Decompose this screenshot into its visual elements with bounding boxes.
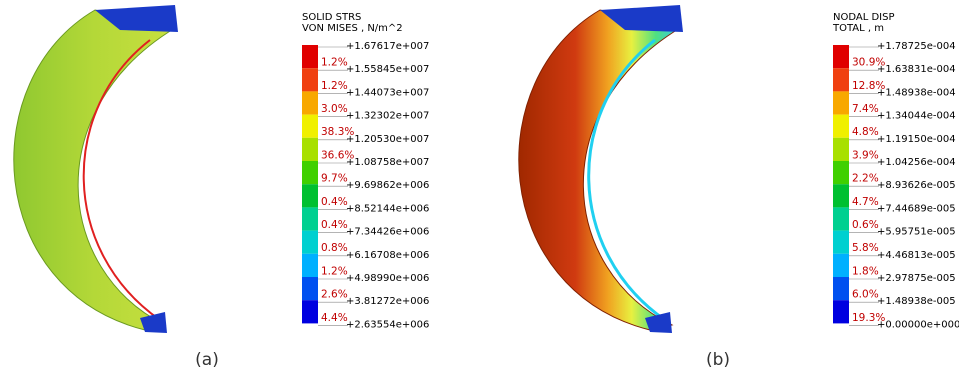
legend-swatch xyxy=(302,184,318,207)
legend-percent: 6.0% xyxy=(852,289,879,301)
legend-percent: 4.8% xyxy=(852,126,879,138)
model-a xyxy=(14,5,178,333)
legend-level: +3.81272e+006 xyxy=(346,296,429,307)
legend-level: +1.48938e-005 xyxy=(877,296,956,307)
legend-percent: 3.9% xyxy=(852,149,879,161)
legend-level: +4.46813e-005 xyxy=(877,250,956,261)
legend-percent: 5.8% xyxy=(852,242,879,254)
legend-swatch xyxy=(302,277,318,300)
legend-level: +1.67617e+007 xyxy=(346,41,429,52)
legend-level: +1.34044e-004 xyxy=(877,111,956,122)
legend-level: +5.95751e-005 xyxy=(877,227,956,238)
legend-percent: 0.4% xyxy=(321,196,348,208)
legend-title: SOLID STRS xyxy=(302,12,361,23)
legend-level: +9.69862e+006 xyxy=(346,180,429,191)
legend-swatch xyxy=(302,68,318,91)
caption: (a) xyxy=(195,350,219,370)
figure: SOLID STRSVON MISES , N/m^2 1.2% 1.2% 3.0% 3… xyxy=(0,0,959,376)
legend-level: +1.04256e-004 xyxy=(877,157,956,168)
legend-level: +7.44689e-005 xyxy=(877,203,956,214)
legend-title: NODAL DISP xyxy=(833,12,895,23)
legend-level: +1.08758e+007 xyxy=(346,157,429,168)
legend-level: +7.34426e+006 xyxy=(346,227,429,238)
legend-swatch xyxy=(302,45,318,68)
legend-level: +1.19150e-004 xyxy=(877,134,956,145)
legend-percent: 4.7% xyxy=(852,196,879,208)
legend-level: +1.48938e-004 xyxy=(877,87,956,98)
legend-level: +2.97875e-005 xyxy=(877,273,956,284)
legend-swatch xyxy=(833,231,849,254)
legend-level: +4.98990e+006 xyxy=(346,273,429,284)
legend-swatch xyxy=(833,277,849,300)
caption: (b) xyxy=(706,350,730,370)
legend-swatch xyxy=(833,184,849,207)
legend-level: +2.63554e+006 xyxy=(346,319,429,330)
legend-swatch xyxy=(833,300,849,323)
legend-level: +1.32302e+007 xyxy=(346,111,429,122)
legend-swatch xyxy=(302,254,318,277)
legend-percent: 0.4% xyxy=(321,219,348,231)
legend-swatch xyxy=(302,231,318,254)
legend-percent: 1.2% xyxy=(321,80,348,92)
legend-swatch xyxy=(302,300,318,323)
legend-level: +1.20530e+007 xyxy=(346,134,429,145)
legend-swatch xyxy=(302,115,318,138)
legend-level: +1.44073e+007 xyxy=(346,87,429,98)
legend-swatch xyxy=(833,254,849,277)
legend-swatch xyxy=(833,45,849,68)
legend-swatch xyxy=(833,91,849,114)
legend-swatch xyxy=(833,68,849,91)
legend-swatch xyxy=(302,207,318,230)
legend-percent: 1.8% xyxy=(852,265,879,277)
legend-swatch xyxy=(833,115,849,138)
legend-swatch xyxy=(302,161,318,184)
legend-title: VON MISES , N/m^2 xyxy=(302,23,403,34)
legend-swatch xyxy=(833,138,849,161)
legend-level: +1.63831e-004 xyxy=(877,64,956,75)
legend-percent: 1.2% xyxy=(321,265,348,277)
model-b xyxy=(519,5,683,333)
legend-percent: 2.6% xyxy=(321,289,348,301)
legend-level: +0.00000e+000 xyxy=(877,319,959,330)
legend-level: +1.78725e-004 xyxy=(877,41,956,52)
legend-percent: 4.4% xyxy=(321,312,348,324)
legend-percent: 0.8% xyxy=(321,242,348,254)
legend-percent: 9.7% xyxy=(321,173,348,185)
legend-title: TOTAL , m xyxy=(832,23,884,34)
legend-percent: 3.0% xyxy=(321,103,348,115)
legend-level: +8.52144e+006 xyxy=(346,203,429,214)
legend-percent: 0.6% xyxy=(852,219,879,231)
legend-percent: 7.4% xyxy=(852,103,879,115)
legend-level: +8.93626e-005 xyxy=(877,180,956,191)
legend-percent: 1.2% xyxy=(321,57,348,69)
legend-level: +1.55845e+007 xyxy=(346,64,429,75)
legend-percent: 2.2% xyxy=(852,173,879,185)
legend-swatch xyxy=(302,138,318,161)
legend-level: +6.16708e+006 xyxy=(346,250,429,261)
legend-swatch xyxy=(302,91,318,114)
legend-swatch xyxy=(833,207,849,230)
legend-swatch xyxy=(833,161,849,184)
